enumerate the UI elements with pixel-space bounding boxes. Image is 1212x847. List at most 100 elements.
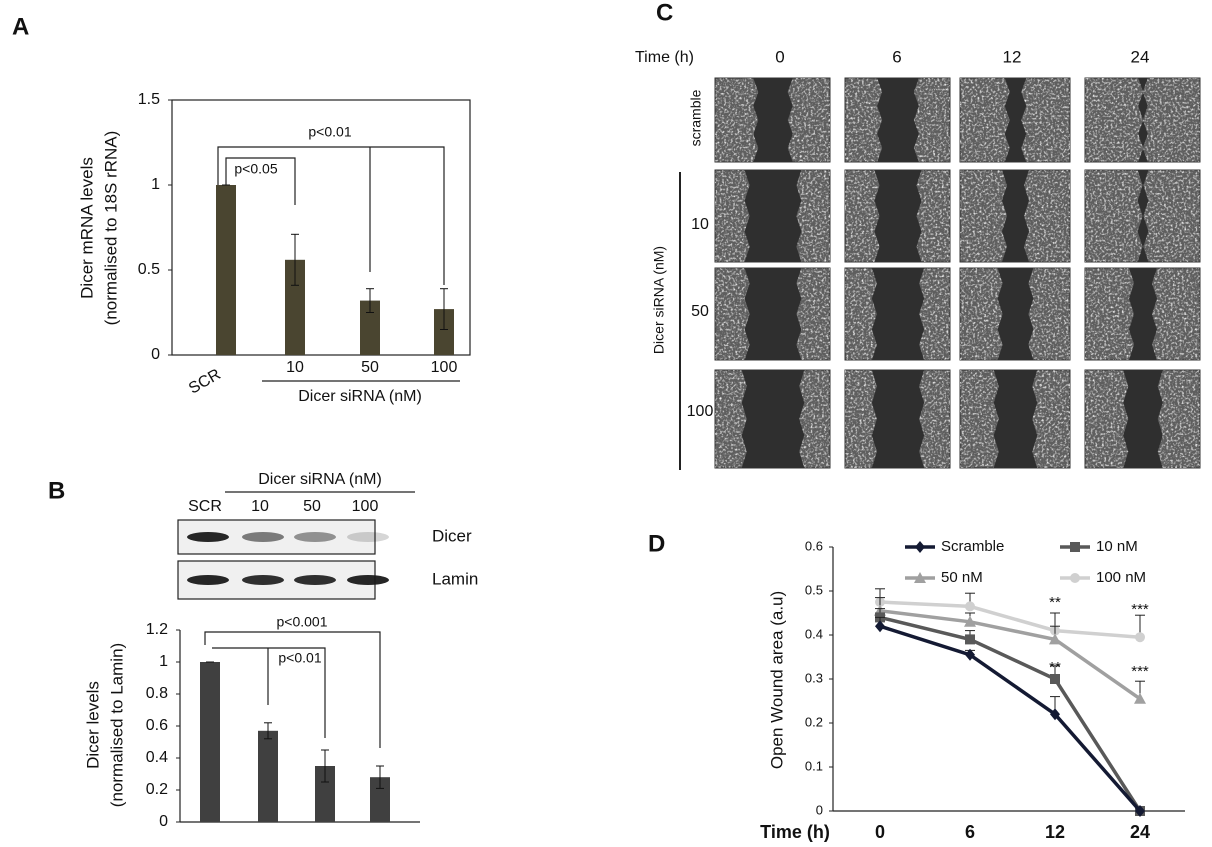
- blot-band: [242, 575, 284, 585]
- blot-lane-label: 50: [303, 498, 321, 515]
- panel-letter: B: [48, 477, 65, 504]
- wound-gap: [1138, 78, 1148, 162]
- row-label: 50: [691, 303, 709, 320]
- y-tick-label: 0.5: [138, 261, 160, 278]
- y-tick-label: 0.2: [805, 714, 823, 729]
- blot-band: [294, 532, 336, 542]
- scratch-image: [959, 77, 1071, 163]
- x-tick-label: 12: [1045, 822, 1065, 842]
- scratch-image: [844, 267, 951, 361]
- y-axis-label: (normalised to Lamin): [107, 643, 126, 807]
- y-tick-label: 0.8: [146, 685, 168, 702]
- series-line: [879, 600, 1141, 639]
- scratch-image: [1084, 77, 1201, 163]
- wound-gap: [1129, 268, 1157, 360]
- scratch-image: [714, 77, 831, 163]
- y-tick-label: 1: [151, 176, 160, 193]
- error-bar: [366, 288, 374, 313]
- marker: [1050, 674, 1060, 684]
- significance-label: **: [1049, 594, 1061, 611]
- scratch-image: [959, 267, 1071, 361]
- time-label: Time (h): [635, 49, 694, 66]
- error-bar: [264, 722, 272, 740]
- time-point-label: 24: [1131, 47, 1150, 66]
- scratch-image: [844, 369, 951, 469]
- significance-label: ***: [1131, 663, 1149, 680]
- blot-band-label: Dicer: [432, 526, 472, 545]
- y-axis-label: Dicer mRNA levels: [77, 157, 96, 299]
- row-group-label: Dicer siRNA (nM): [651, 246, 667, 354]
- wound-gap: [741, 370, 805, 468]
- marker: [915, 541, 925, 553]
- panel-letter: C: [656, 0, 673, 26]
- marker: [1135, 632, 1145, 643]
- y-tick-label: 1.5: [138, 91, 160, 108]
- significance-label: **: [1049, 659, 1061, 676]
- wound-gap: [1137, 170, 1149, 262]
- image-texture: [1085, 170, 1200, 262]
- series-line: [879, 615, 1142, 812]
- panel-letter: D: [648, 530, 665, 557]
- blot-band: [187, 532, 229, 542]
- significance-label: ***: [1131, 601, 1149, 618]
- wound-gap: [1004, 78, 1027, 162]
- y-tick-label: 0.6: [146, 717, 168, 734]
- wound-gap: [993, 370, 1038, 468]
- scratch-image: [714, 267, 831, 361]
- blot-band: [242, 532, 284, 542]
- scratch-image: [714, 169, 831, 263]
- x-tick-label: 24: [1130, 822, 1150, 842]
- row-label: scramble: [688, 89, 704, 146]
- wound-gap: [874, 170, 922, 262]
- wound-gap: [744, 268, 802, 360]
- marker: [1049, 633, 1061, 645]
- marker: [964, 615, 976, 627]
- bar: [258, 730, 278, 822]
- y-tick-label: 0.1: [805, 758, 823, 773]
- bar: [434, 309, 454, 355]
- x-tick-label: 0: [875, 822, 885, 842]
- marker: [1134, 692, 1146, 704]
- wound-gap: [997, 268, 1034, 360]
- significance-label: p<0.01: [278, 650, 321, 666]
- panel-letter: A: [12, 13, 29, 40]
- y-tick-label: 0.4: [805, 626, 823, 641]
- y-tick-label: 0.4: [146, 749, 168, 766]
- error-bar: [291, 233, 299, 286]
- significance-bracket: [217, 146, 445, 285]
- y-tick-label: 1.2: [146, 621, 168, 638]
- wound-gap: [753, 78, 793, 162]
- time-point-label: 6: [892, 47, 901, 66]
- plot-frame: [171, 99, 471, 356]
- scratch-image: [844, 77, 951, 163]
- wound-gap: [744, 170, 802, 262]
- y-axis-label: Open Wound area (a.u): [767, 591, 786, 769]
- legend-label: 50 nM: [941, 569, 983, 586]
- row-label: 100: [687, 403, 714, 420]
- legend-label: Scramble: [941, 538, 1004, 555]
- bar: [200, 662, 220, 822]
- bar: [285, 259, 305, 355]
- error-bar: [376, 765, 384, 789]
- scratch-image: [959, 169, 1071, 263]
- wound-gap: [1123, 370, 1163, 468]
- legend-label: 100 nM: [1096, 569, 1146, 586]
- significance-bracket: [204, 631, 381, 748]
- x-tick-label: 100: [431, 359, 458, 376]
- x-axis-label: Time (h): [760, 822, 830, 842]
- blot-band: [294, 575, 336, 585]
- y-axis-label: (normalised to 18S rRNA): [101, 131, 120, 326]
- marker: [1070, 573, 1080, 583]
- y-tick-label: 0.2: [146, 781, 168, 798]
- image-texture: [1085, 78, 1200, 162]
- blot-band: [187, 575, 229, 585]
- wound-gap: [1002, 170, 1029, 262]
- wound-gap: [877, 78, 919, 162]
- scratch-image: [844, 169, 951, 263]
- bar: [370, 777, 390, 822]
- scratch-image: [714, 369, 831, 469]
- blot-band: [347, 575, 389, 585]
- scratch-image: [959, 369, 1071, 469]
- bar: [360, 300, 380, 355]
- wound-gap: [871, 370, 925, 468]
